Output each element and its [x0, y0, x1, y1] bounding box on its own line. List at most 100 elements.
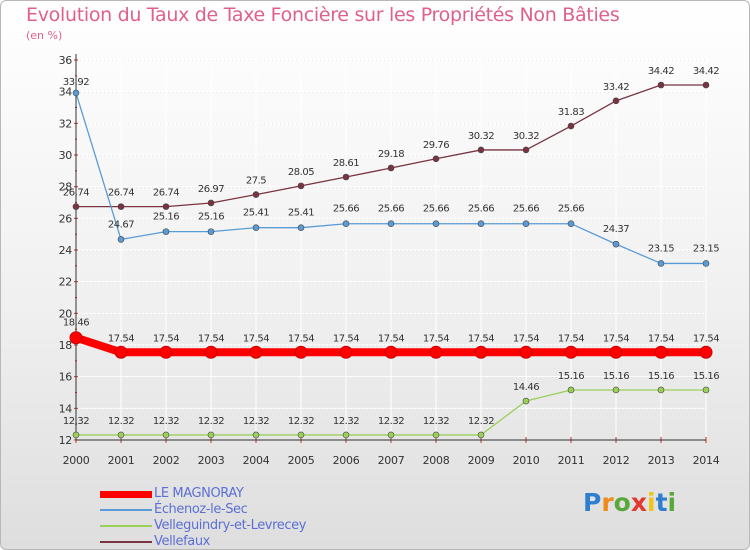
x-tick-label: 2006 — [333, 454, 360, 467]
data-label: 25.41 — [243, 208, 269, 219]
data-point — [567, 386, 575, 394]
line-chart: 12 14 16 18 20 22 24 26 28 30 32 34 36 2000 2001 2002 20… — [59, 54, 720, 467]
y-tick-label: 28 — [59, 181, 73, 194]
data-point — [474, 345, 488, 359]
legend-label: Velleguindry-et-Levrecey — [154, 518, 306, 533]
y-tick-label: 26 — [59, 212, 73, 225]
data-point — [477, 146, 485, 154]
logo-letter: t — [655, 488, 668, 517]
data-point — [657, 260, 665, 267]
data-point — [72, 89, 80, 97]
x-tick-label: 2005 — [288, 454, 315, 467]
data-point — [114, 345, 128, 359]
data-label: 17.54 — [288, 333, 314, 344]
data-point — [117, 203, 125, 210]
data-label: 26.97 — [198, 184, 224, 195]
series-vellefaux: 26.74 26.74 26.74 26.97 27.5 28.05 28.61 29.18 2… — [63, 66, 720, 210]
data-point — [162, 228, 170, 235]
x-tick-label: 2003 — [198, 454, 225, 467]
data-point — [342, 431, 350, 439]
data-point — [72, 203, 80, 210]
data-point — [294, 345, 308, 359]
data-point — [387, 164, 395, 172]
data-point — [522, 220, 530, 228]
data-label: 25.66 — [333, 204, 359, 215]
data-label: 17.54 — [648, 333, 674, 344]
data-label: 15.16 — [648, 371, 674, 382]
data-label: 28.05 — [288, 167, 314, 178]
legend-swatch — [100, 525, 152, 527]
data-point — [252, 224, 260, 231]
x-tick-label: 2001 — [108, 454, 135, 467]
data-point — [207, 228, 215, 235]
data-point — [162, 203, 170, 210]
data-label: 12.32 — [198, 416, 224, 427]
data-label: 26.74 — [108, 188, 134, 199]
data-point — [432, 431, 440, 439]
y-tick-label: 24 — [59, 244, 73, 257]
data-label: 17.54 — [378, 333, 404, 344]
data-point — [384, 345, 398, 359]
data-label: 12.32 — [63, 416, 89, 427]
data-label: 18.46 — [63, 318, 89, 329]
data-point — [162, 431, 170, 439]
data-label: 15.16 — [558, 371, 584, 382]
data-point — [702, 260, 710, 267]
data-point — [657, 386, 665, 394]
data-label: 24.67 — [108, 219, 134, 230]
y-tick-label: 34 — [59, 86, 73, 99]
x-tick-label: 2013 — [648, 454, 675, 467]
data-label: 28.61 — [333, 158, 359, 169]
data-label: 34.42 — [648, 66, 674, 77]
data-point — [297, 182, 305, 190]
data-point — [117, 236, 125, 243]
data-point — [204, 345, 218, 359]
data-point — [654, 345, 668, 359]
y-tick-label: 16 — [59, 371, 73, 384]
data-point — [72, 431, 80, 439]
data-label: 34.42 — [693, 66, 719, 77]
data-label: 33.92 — [63, 77, 89, 88]
y-tick-label: 32 — [59, 117, 72, 130]
data-label: 30.32 — [513, 131, 539, 142]
data-point — [429, 345, 443, 359]
data-label: 15.16 — [603, 371, 629, 382]
data-label: 25.66 — [423, 204, 449, 215]
data-label: 25.66 — [513, 204, 539, 215]
chart-subtitle: (en %) — [26, 29, 63, 42]
logo-letter: o — [613, 488, 631, 517]
data-label: 17.54 — [243, 333, 269, 344]
data-point — [699, 345, 713, 359]
logo-letter: i — [647, 488, 656, 517]
data-point — [252, 191, 260, 198]
data-label: 30.32 — [468, 131, 494, 142]
data-point — [342, 220, 350, 228]
x-tick-label: 2004 — [243, 454, 270, 467]
data-label: 17.54 — [108, 333, 134, 344]
data-label: 12.32 — [243, 416, 269, 427]
data-point — [387, 431, 395, 439]
data-point — [657, 81, 665, 89]
legend-label: LE MAGNORAY — [154, 486, 244, 501]
y-tick-label: 18 — [59, 339, 73, 352]
data-point — [297, 224, 305, 231]
data-label: 17.54 — [513, 333, 539, 344]
data-point — [612, 386, 620, 394]
data-label: 23.15 — [693, 243, 719, 254]
data-label: 12.32 — [378, 416, 404, 427]
x-tick-label: 2010 — [513, 454, 540, 467]
data-label: 17.54 — [693, 333, 719, 344]
y-tick-label: 12 — [59, 434, 72, 447]
logo-letter: r — [601, 488, 614, 517]
data-label: 12.32 — [468, 416, 494, 427]
data-label: 33.42 — [603, 82, 629, 93]
data-point — [522, 397, 530, 405]
data-label: 25.66 — [378, 204, 404, 215]
data-label: 12.32 — [423, 416, 449, 427]
data-label: 12.32 — [288, 416, 314, 427]
data-point — [522, 146, 530, 154]
legend-swatch — [100, 509, 152, 511]
data-point — [339, 345, 353, 359]
data-point — [432, 155, 440, 163]
data-label: 17.54 — [423, 333, 449, 344]
